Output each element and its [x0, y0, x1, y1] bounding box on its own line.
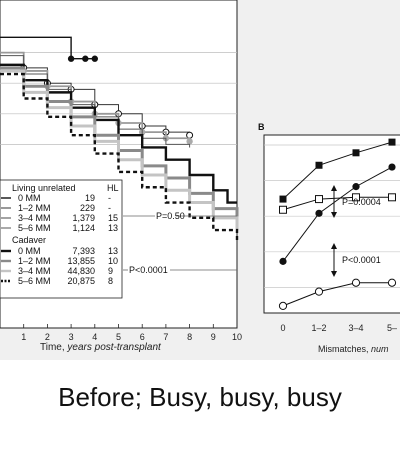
legend-hl: 13 — [108, 223, 118, 233]
series-point — [186, 131, 194, 139]
legend-count: 1,124 — [72, 223, 95, 233]
x-tick-label: 4 — [92, 332, 97, 342]
legend-count: 44,830 — [67, 266, 95, 276]
series-point — [186, 138, 193, 145]
p-value-label: P=0.0004 — [342, 197, 381, 207]
panel-b-frame — [263, 134, 400, 314]
legend-label: 3–4 MM — [18, 266, 51, 276]
panel-a: 1 2 3 4 5 6 7 8 9 10 Time, years post-transplant … — [0, 0, 242, 353]
legend-hl: - — [108, 193, 111, 203]
legend-rows: 0 MM 19 - 1–2 MM 229 - 3–4 MM 1,379 15 5–6 MM 1,12… — [1, 193, 118, 286]
series-line — [282, 141, 393, 200]
legend-count: 229 — [80, 203, 95, 213]
panel-b: B 0 1–2 3–4 5– P=0.0004 P<0.0001 Mismatches… — [258, 122, 400, 354]
x-tick-label: 1–2 — [311, 323, 326, 333]
series-line — [0, 72, 239, 243]
x-tick-label: 5– — [387, 323, 397, 333]
legend-hl: 8 — [108, 276, 113, 286]
p-value-label: P=0.50 — [156, 211, 185, 221]
panel-a-xlabel: Time, years post-transplant — [40, 342, 162, 353]
series-point — [279, 205, 287, 214]
arrow-head-up — [331, 185, 337, 191]
series-point — [351, 278, 361, 287]
series-point — [91, 55, 99, 62]
series-point — [278, 301, 288, 310]
x-tick-label: 0 — [280, 323, 285, 333]
x-tick-label: 5 — [116, 332, 121, 342]
x-tick-label: 8 — [187, 332, 192, 342]
legend-box — [0, 179, 123, 299]
legend-group-title: Cadaver — [12, 235, 46, 245]
legend-label: 3–4 MM — [18, 213, 51, 223]
series-line — [282, 282, 392, 307]
legend-label: 1–2 MM — [18, 203, 51, 213]
x-tick-label: 6 — [140, 332, 145, 342]
panel-b-x-ticks: 0 1–2 3–4 5– — [280, 323, 397, 333]
series-point — [352, 183, 360, 191]
series-point — [315, 209, 323, 217]
legend-group-title: Living unrelated — [12, 183, 76, 193]
legend-hl: - — [108, 203, 111, 213]
arrow-head-down — [331, 271, 337, 277]
p-value-label: P<0.0001 — [129, 265, 168, 275]
series-point — [279, 195, 287, 203]
legend-count: 1,379 — [72, 213, 95, 223]
series-point — [279, 257, 287, 265]
series-point — [82, 55, 89, 62]
series-point — [315, 195, 323, 204]
legend-count: 7,393 — [72, 246, 95, 256]
x-tick-label: 1 — [21, 332, 26, 342]
series-point — [388, 193, 396, 202]
panel-b-gridlines — [264, 144, 400, 288]
legend-col-head: HL — [107, 183, 119, 193]
legend-hl: 9 — [108, 266, 113, 276]
series-line — [282, 166, 393, 262]
x-tick-label: 7 — [163, 332, 168, 342]
legend-hl: 13 — [108, 246, 118, 256]
series-point — [388, 138, 396, 146]
legend-count: 19 — [85, 193, 95, 203]
figure: 1 2 3 4 5 6 7 8 9 10 Time, years post-transplant … — [0, 0, 400, 360]
x-tick-label: 2 — [45, 332, 50, 342]
legend-label: 0 MM — [18, 193, 41, 203]
x-tick-label: 3–4 — [348, 323, 363, 333]
legend-label: 1–2 MM — [18, 256, 51, 266]
arrow-head-up — [331, 243, 337, 249]
panel-b-annotations: P=0.0004 P<0.0001 — [331, 185, 381, 277]
panel-a-legend: Living unrelated HL 0 MM 19 - 1–2 MM 229 - 3–4… — [0, 179, 123, 299]
series-point — [315, 161, 323, 169]
panel-b-letter: B — [258, 122, 265, 132]
caption: Before; Busy, busy, busy — [58, 382, 342, 412]
p-value-label: P<0.0001 — [342, 255, 381, 265]
legend-hl: 10 — [108, 256, 118, 266]
series-point — [314, 287, 324, 296]
series-point — [352, 193, 360, 202]
arrow-head-down — [331, 212, 337, 218]
series-point — [352, 149, 360, 157]
legend-hl: 15 — [108, 213, 118, 223]
panel-b-xlabel: Mismatches, num — [318, 344, 389, 354]
series-line — [282, 196, 392, 211]
series-point — [388, 163, 396, 171]
figure-svg: 1 2 3 4 5 6 7 8 9 10 Time, years post-transplant … — [0, 0, 400, 354]
x-tick-label: 3 — [69, 332, 74, 342]
legend-label: 5–6 MM — [18, 276, 51, 286]
legend-count: 13,855 — [67, 256, 95, 266]
panel-a-series — [0, 36, 239, 243]
x-tick-label: 9 — [211, 332, 216, 342]
legend-label: 5–6 MM — [18, 223, 51, 233]
legend-label: 0 MM — [18, 246, 41, 256]
x-tick-label: 10 — [232, 332, 242, 342]
series-point — [387, 278, 397, 287]
series-point — [67, 55, 75, 62]
legend-count: 20,875 — [67, 276, 95, 286]
panel-b-series — [278, 138, 397, 310]
panel-a-x-ticks: 1 2 3 4 5 6 7 8 9 10 — [21, 324, 242, 342]
